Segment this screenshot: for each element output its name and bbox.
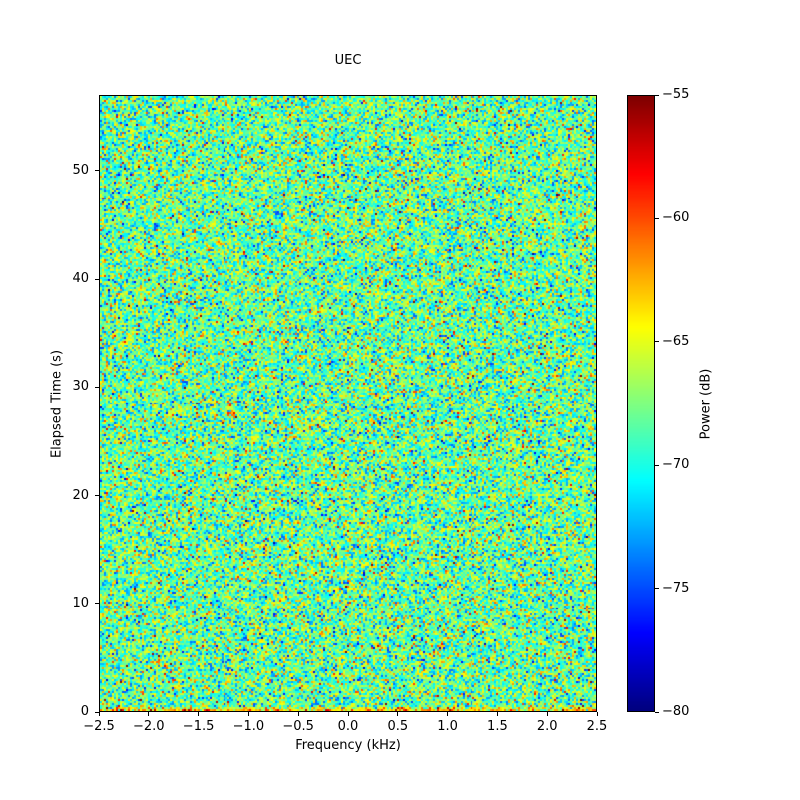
y-tick-mark	[95, 278, 99, 280]
colorbar-tick-mark	[655, 341, 659, 343]
x-tick-label: 2.5	[586, 719, 608, 734]
x-tick-label: 1.0	[437, 719, 458, 734]
x-tick-mark	[247, 712, 249, 716]
x-tick-label: −2.5	[83, 719, 115, 734]
colorbar-tick-mark	[655, 94, 659, 96]
x-tick-mark	[397, 712, 399, 716]
x-axis-label: Frequency (kHz)	[295, 738, 401, 753]
x-tick-label: −1.5	[182, 719, 215, 734]
colorbar-tick-mark	[655, 217, 659, 219]
colorbar	[627, 95, 655, 712]
colorbar-tick-mark	[655, 711, 659, 713]
y-tick-mark	[95, 495, 99, 496]
x-tick-label: 2.0	[536, 719, 558, 734]
x-tick-label: −0.5	[282, 719, 314, 734]
x-tick-mark	[596, 712, 598, 716]
colorbar-canvas	[628, 96, 654, 711]
colorbar-tick-label: −60	[662, 210, 690, 226]
x-tick-label: 0.5	[387, 719, 409, 734]
y-tick-mark	[95, 386, 99, 388]
colorbar-tick-label: −70	[662, 457, 690, 473]
x-tick-mark	[297, 712, 299, 716]
y-tick-label: 50	[72, 162, 89, 178]
y-tick-mark	[95, 603, 99, 605]
y-tick-label: 40	[72, 271, 89, 287]
y-tick-label: 0	[80, 704, 89, 719]
y-tick-label: 20	[72, 487, 89, 503]
chart-title: UEC	[334, 53, 362, 68]
x-tick-mark	[447, 712, 449, 716]
y-tick-mark	[95, 170, 99, 172]
y-tick-label: 30	[72, 379, 89, 395]
spectrogram-canvas	[100, 96, 596, 711]
colorbar-tick-mark	[655, 464, 659, 466]
x-tick-mark	[347, 712, 349, 716]
colorbar-label: Power (dB)	[698, 368, 714, 440]
y-tick-mark	[95, 711, 99, 713]
colorbar-tick-label: −55	[662, 87, 690, 102]
colorbar-tick-label: −65	[662, 333, 690, 349]
x-tick-label: 1.5	[487, 719, 508, 734]
y-axis-label: Elapsed Time (s)	[49, 349, 65, 459]
colorbar-tick-mark	[655, 588, 659, 590]
x-tick-mark	[198, 712, 200, 716]
x-tick-label: −1.0	[232, 719, 265, 734]
x-tick-mark	[496, 712, 498, 716]
x-tick-label: 0.0	[337, 719, 359, 734]
colorbar-tick-label: −80	[662, 704, 690, 719]
y-tick-label: 10	[72, 595, 89, 611]
x-tick-mark	[546, 712, 548, 716]
colorbar-tick-label: −75	[662, 580, 690, 596]
x-tick-mark	[148, 712, 150, 716]
spectrogram-plot-area	[99, 95, 597, 712]
x-tick-mark	[98, 712, 100, 716]
x-tick-label: −2.0	[133, 719, 165, 734]
